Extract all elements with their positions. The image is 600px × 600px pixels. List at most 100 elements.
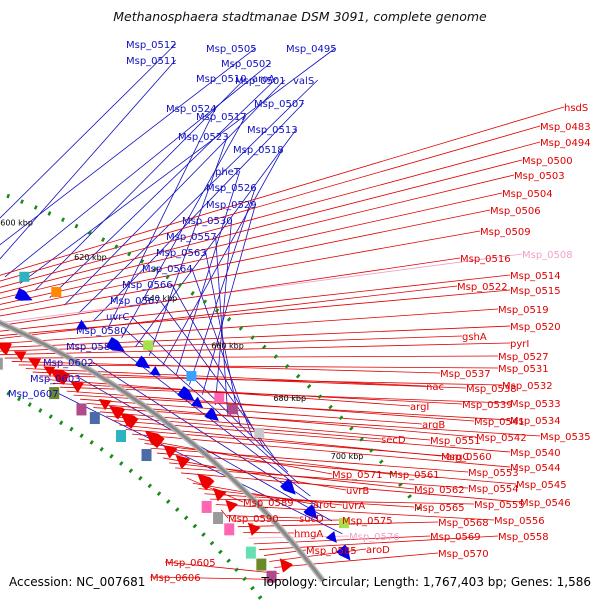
reverse-gene-label: Msp_0589 <box>243 498 294 509</box>
reverse-leader-line <box>149 576 285 580</box>
reverse-leader-line <box>0 342 511 356</box>
reverse-gene-label: Msp_0539 <box>462 400 513 411</box>
forward-gene-label: Msp_0501 <box>235 76 286 87</box>
red-gene-arrow <box>197 473 215 491</box>
outer-tick-dash <box>284 363 290 369</box>
reverse-gene-label: aroD <box>366 545 390 556</box>
reverse-leader-line <box>237 521 439 528</box>
red-gene-arrow <box>175 455 190 469</box>
reverse-leader-line <box>0 335 463 352</box>
forward-gene-label: Msp_0510 <box>196 74 247 85</box>
inner-tick-dash <box>165 499 171 504</box>
reverse-gene-label: Msp_0519 <box>498 305 549 316</box>
forward-gene-label: Msp_0603 <box>30 374 81 385</box>
forward-leader-line <box>78 79 319 314</box>
blue-gene-arrow <box>204 407 219 422</box>
forward-leader-line <box>0 43 176 219</box>
reverse-gene-label: Msp_0483 <box>540 122 591 133</box>
reverse-gene-label: Msp_0540 <box>510 448 561 459</box>
reverse-gene-label: Msp_0551 <box>430 436 481 447</box>
reverse-gene-label: Msp_0553 <box>468 468 519 479</box>
colored-cog-block <box>141 449 152 462</box>
reverse-leader-line <box>73 394 511 421</box>
blue-gene-arrow <box>303 504 318 520</box>
red-gene-arrow <box>247 522 261 536</box>
outer-tick-dash <box>378 459 384 465</box>
reverse-gene-label: pyrI <box>510 339 529 350</box>
red-gene-arrow <box>0 342 12 355</box>
colored-cog-block <box>213 512 224 525</box>
blue-gene-arrow <box>106 337 125 352</box>
forward-gene-label: Msp_0512 <box>126 40 177 51</box>
inner-tick-dash <box>209 540 215 546</box>
red-gene-arrow <box>120 413 139 429</box>
reverse-gene-label: Msp_0541 <box>474 417 525 428</box>
forward-gene-label: Msp_0505 <box>206 44 257 55</box>
reverse-gene-label: Msp_0590 <box>228 514 279 525</box>
reverse-gene-label: sucD <box>299 514 324 525</box>
reverse-leader-line <box>131 433 511 468</box>
forward-leader-line <box>93 102 304 322</box>
scale-tick-label: 680 kbp <box>273 394 306 403</box>
forward-leader-line <box>162 148 283 366</box>
colored-cog-block <box>256 558 267 571</box>
blue-gene-arrow <box>336 544 351 561</box>
forward-gene-label: Msp_0581 <box>66 342 117 353</box>
forward-gene-label: Msp_0607 <box>8 389 59 400</box>
forward-leader-line <box>49 77 278 298</box>
outer-tick-dash <box>20 199 24 205</box>
red-gene-arrow <box>144 430 165 449</box>
inner-tick-dash <box>38 408 43 413</box>
reverse-gene-label: Msp_0575 <box>342 516 393 527</box>
outer-tick-dash <box>6 193 11 199</box>
reverse-leader-line <box>0 192 503 305</box>
reverse-gene-label: Msp_0571 <box>332 470 383 481</box>
pseudogene-label: Msp_0508 <box>522 250 573 261</box>
reverse-gene-label: aroC <box>313 500 336 511</box>
reverse-gene-label: Msp_0558 <box>498 532 549 543</box>
blue-gene-arrow <box>177 386 195 401</box>
forward-leader-line <box>121 115 246 339</box>
reverse-leader-line <box>0 285 458 339</box>
outer-tick-dash <box>33 205 38 210</box>
reverse-gene-label: Msp_0555 <box>474 500 525 511</box>
reverse-gene-label: Msp_0506 <box>490 206 541 217</box>
red-gene-arrow <box>225 499 239 513</box>
forward-leader-line <box>107 107 216 330</box>
forward-gene-label: Msp_0524 <box>166 104 217 115</box>
colored-cog-block <box>76 403 87 416</box>
outer-tick-dash <box>306 384 312 389</box>
red-gene-arrow <box>279 558 293 573</box>
reverse-gene-label: secD <box>381 435 406 446</box>
forward-gene-label: Msp_0518 <box>233 145 284 156</box>
reverse-leader-line <box>253 535 431 545</box>
forward-leader-line <box>57 392 343 535</box>
blue-gene-arrow <box>135 355 151 369</box>
red-gene-arrow <box>13 351 28 363</box>
inner-tick-dash <box>128 468 134 474</box>
reverse-leader-line <box>93 407 541 437</box>
reverse-leader-line <box>4 355 499 359</box>
forward-gene-label: uvrC <box>106 312 129 323</box>
genome-backbone-arc <box>0 321 325 582</box>
reverse-leader-line <box>0 209 491 311</box>
reverse-gene-label: Msp_0569 <box>430 532 481 543</box>
inner-tick-dash <box>147 483 153 489</box>
reverse-gene-label: Msp_0522 <box>457 282 508 293</box>
outer-tick-dash <box>407 494 412 499</box>
outer-tick-dash <box>295 373 301 379</box>
outer-tick-dash <box>226 316 232 322</box>
colored-cog-block <box>266 570 277 583</box>
outer-tick-dash <box>101 237 106 243</box>
reverse-gene-label: argC <box>446 452 469 463</box>
inner-tick-dash <box>89 440 94 445</box>
reverse-leader-line <box>226 515 300 519</box>
reverse-gene-label: Msp_0514 <box>510 271 561 282</box>
reverse-gene-label: Msp_0585 <box>306 546 357 557</box>
forward-leader-line <box>4 62 271 278</box>
inner-tick-dash <box>201 532 206 537</box>
colored-cog-block <box>245 546 256 559</box>
reverse-gene-label: nac <box>426 382 444 393</box>
reverse-gene-label: uvrB <box>346 486 369 497</box>
